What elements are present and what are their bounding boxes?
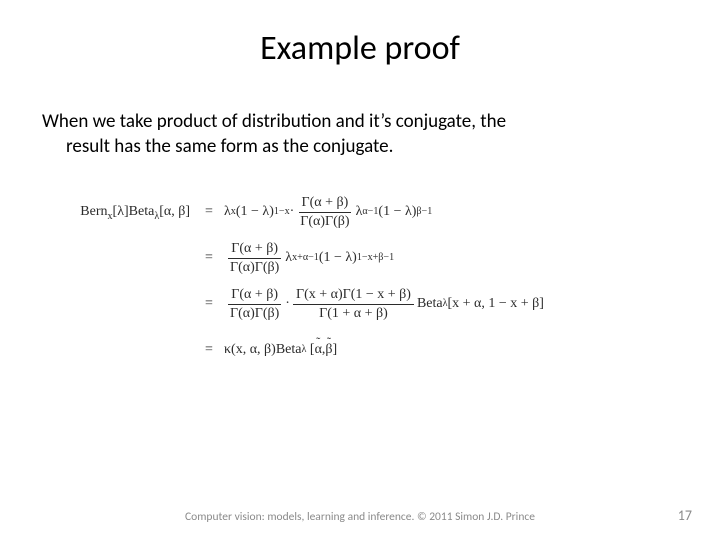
slide: Example proof When we take product of di… <box>0 0 720 540</box>
page-number: 17 <box>678 507 692 524</box>
body-line-1: When we take product of distribution and… <box>42 110 506 133</box>
body-paragraph: When we take product of distribution and… <box>42 110 682 159</box>
footer-credit: Computer vision: models, learning and in… <box>0 510 720 524</box>
term: λ <box>356 204 363 220</box>
numerator: Γ(α + β) <box>228 241 281 258</box>
beta-arg: [x + α, 1 − x + β] <box>448 296 544 312</box>
equals-sign: = <box>200 342 218 358</box>
fraction: Γ(x + α)Γ(1 − x + β) Γ(1 + α + β) <box>293 287 414 321</box>
numerator: Γ(α + β) <box>299 195 352 212</box>
denominator: Γ(α)Γ(β) <box>227 259 282 275</box>
term: (1 − λ) <box>319 250 357 266</box>
beta-label: Beta <box>129 204 155 219</box>
bern-arg: [λ] <box>113 204 129 219</box>
kappa-term: κ(x, α, β) <box>224 342 276 358</box>
fraction: Γ(α + β) Γ(α)Γ(β) <box>227 241 282 275</box>
fraction: Γ(α + β) Γ(α)Γ(β) <box>297 195 352 229</box>
dot: · <box>290 204 295 220</box>
term: (1 − λ) <box>378 204 416 220</box>
slide-footer: Computer vision: models, learning and in… <box>0 510 720 524</box>
term: λ <box>285 250 292 266</box>
numerator: Γ(α + β) <box>228 287 281 304</box>
denominator: Γ(1 + α + β) <box>316 305 391 321</box>
bern-label: Bern <box>80 204 107 219</box>
denominator: Γ(α)Γ(β) <box>297 213 352 229</box>
beta-label: Beta <box>417 296 443 312</box>
math-row-1: Bernx[λ]Betaλ[α, β] = λx(1 − λ)1−x· Γ(α … <box>45 195 685 229</box>
term: λ <box>224 204 231 220</box>
bracket-close: ] <box>333 342 338 358</box>
equals-sign: = <box>200 250 218 266</box>
math-rhs-4: κ(x, α, β)Betaλ [α, β] <box>218 342 685 358</box>
math-rhs-2: Γ(α + β) Γ(α)Γ(β) λx+α−1(1 − λ)1−x+β−1 <box>218 241 685 275</box>
body-line-2: result has the same form as the conjugat… <box>42 135 682 160</box>
math-row-4: = κ(x, α, β)Betaλ [α, β] <box>45 333 685 367</box>
math-rhs-1: λx(1 − λ)1−x· Γ(α + β) Γ(α)Γ(β) λα−1(1 −… <box>218 195 685 229</box>
term: (1 − λ) <box>236 204 274 220</box>
fraction: Γ(α + β) Γ(α)Γ(β) <box>227 287 282 321</box>
math-row-3: = Γ(α + β) Γ(α)Γ(β) · Γ(x + α)Γ(1 − x + … <box>45 287 685 321</box>
numerator: Γ(x + α)Γ(1 − x + β) <box>293 287 414 304</box>
equals-sign: = <box>200 204 218 220</box>
math-lhs: Bernx[λ]Betaλ[α, β] <box>45 204 200 220</box>
beta-tilde: β <box>325 342 332 358</box>
math-derivation: Bernx[λ]Betaλ[α, β] = λx(1 − λ)1−x· Γ(α … <box>45 195 685 379</box>
denominator: Γ(α)Γ(β) <box>227 305 282 321</box>
math-row-2: = Γ(α + β) Γ(α)Γ(β) λx+α−1(1 − λ)1−x+β−1 <box>45 241 685 275</box>
alpha-tilde: α <box>315 342 322 358</box>
equals-sign: = <box>200 296 218 312</box>
dot: · <box>285 296 290 312</box>
beta-label: Beta <box>276 342 302 358</box>
slide-title: Example proof <box>0 28 720 69</box>
math-rhs-3: Γ(α + β) Γ(α)Γ(β) · Γ(x + α)Γ(1 − x + β)… <box>218 287 685 321</box>
beta-arg: [α, β] <box>159 204 190 219</box>
